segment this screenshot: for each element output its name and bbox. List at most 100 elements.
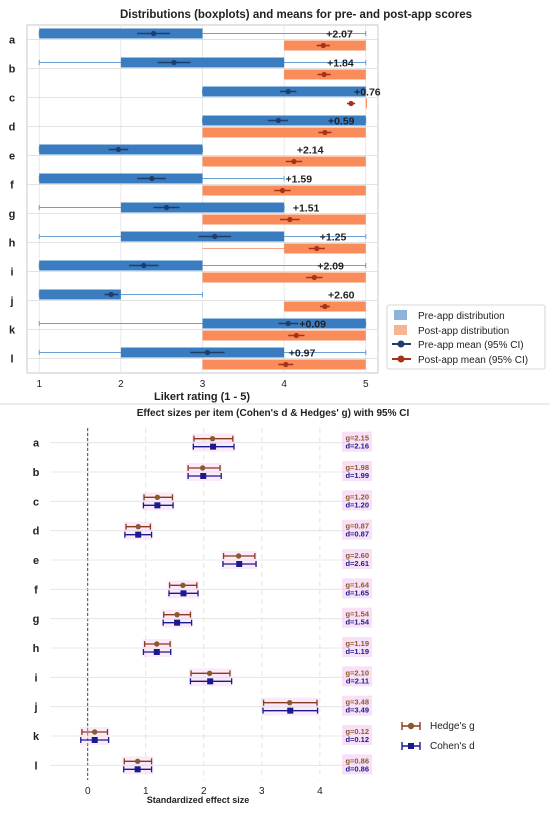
hedges-value-label: g=2.10 <box>345 668 369 677</box>
top-item-label: a <box>9 35 16 47</box>
cohens-value-label: d=2.11 <box>346 676 369 685</box>
pre-box <box>39 173 203 184</box>
value-label-halo <box>342 461 372 481</box>
top-x-axis-label: Likert rating (1 - 5) <box>154 391 250 403</box>
value-label-halo <box>342 519 372 540</box>
pre-mean-point <box>115 146 122 153</box>
value-label-halo <box>342 490 372 511</box>
post-mean-point <box>311 274 317 281</box>
hedges-value-label: g=0.12 <box>345 727 369 736</box>
pre-mean-point <box>285 320 291 327</box>
cohens-point <box>135 531 142 538</box>
top-item-label: e <box>9 151 15 163</box>
bottom-marks: g=2.15d=2.16 g=1.98d=1.99 g=1.20d=1.20 g=0.… <box>79 431 372 775</box>
mean-diff-label: +2.09 <box>317 261 344 273</box>
bottom-item-label: c <box>33 496 39 508</box>
hedges-point <box>134 758 141 765</box>
legend-pre-mean-label: Pre-app mean (95% CI) <box>418 340 524 351</box>
value-label-halo <box>342 431 372 452</box>
mean-diff-label: +1.84 <box>327 58 354 70</box>
post-mean-point <box>287 216 293 223</box>
top-item-label: h <box>9 238 16 250</box>
pre-mean-point <box>108 291 114 298</box>
hedges-point <box>199 465 206 471</box>
hedges-point <box>180 582 186 589</box>
legend-hedges-label: Hedge's g <box>430 721 475 732</box>
cohens-value-label: d=2.61 <box>345 559 369 568</box>
mean-diff-label: +1.25 <box>320 232 347 244</box>
legend-post-distribution-label: Post-app distribution <box>418 326 509 337</box>
legend-post-mean-label: Post-app mean (95% CI) <box>418 355 528 366</box>
mean-diff-label: +2.14 <box>297 145 324 157</box>
value-label-halo <box>342 637 372 657</box>
hedges-point <box>209 435 216 442</box>
post-box <box>202 127 366 138</box>
hedges-point <box>91 729 98 735</box>
post-mean-point <box>283 361 289 368</box>
top-item-label: f <box>10 180 14 192</box>
hedges-point <box>174 611 180 618</box>
top-legend: Pre-app distribution Post-app distributi… <box>386 304 546 370</box>
pre-mean-point <box>285 88 291 95</box>
bottom-item-label: i <box>34 672 37 684</box>
post-mean-point <box>291 158 297 165</box>
pre-box <box>39 28 203 39</box>
value-label-halo <box>342 695 372 716</box>
pre-mean-point <box>212 233 218 240</box>
post-box <box>202 156 366 167</box>
top-marks: +2.07 +1.84 +0.76 +0.59 +2.14 +1.59 +1.51 +1.25… <box>38 28 381 370</box>
hedges-value-label: g=0.86 <box>345 756 369 765</box>
cohens-point <box>210 443 217 450</box>
cohens-value-label: d=3.49 <box>345 706 369 715</box>
top-item-label: c <box>9 93 15 105</box>
post-mean-point <box>320 42 326 49</box>
top-item-label: l <box>10 354 13 366</box>
post-mean-point <box>279 187 286 194</box>
cohens-point <box>153 649 160 655</box>
hedges-value-label: g=1.64 <box>345 580 369 589</box>
top-legend-box <box>386 304 546 370</box>
cohens-value-label: d=1.20 <box>345 500 369 509</box>
cohens-point <box>154 502 161 509</box>
pre-mean-point <box>275 117 282 124</box>
bottom-x-tick-label: 2 <box>201 786 207 797</box>
bottom-item-label: l <box>34 760 37 772</box>
top-item-label: g <box>9 209 16 221</box>
pre-mean-point <box>150 30 157 37</box>
mean-diff-label: +0.76 <box>354 87 381 99</box>
bottom-x-axis-label: Standardized effect size <box>147 795 250 805</box>
top-x-tick-label: 2 <box>118 379 124 390</box>
mean-diff-label: +2.60 <box>328 290 355 302</box>
cohens-value-label: d=1.99 <box>345 471 369 480</box>
effect-size-chart: Effect sizes per item (Cohen's d & Hedge… <box>33 408 475 805</box>
top-item-label: d <box>9 122 16 134</box>
cohens-value-label: d=1.54 <box>345 618 369 627</box>
boxplot-chart: Distributions (boxplots) and means for p… <box>9 9 546 403</box>
hedges-point <box>154 641 160 647</box>
post-mean-point <box>348 100 354 107</box>
pre-box <box>120 57 285 68</box>
post-box <box>202 330 366 341</box>
legend-pre-distribution-label: Pre-app distribution <box>418 311 505 322</box>
pre-mean-point <box>149 175 155 182</box>
bottom-grid <box>50 428 346 780</box>
legend-pre-distribution-swatch <box>394 310 407 320</box>
hedges-value-label: g=2.60 <box>345 551 369 560</box>
post-box <box>202 272 366 283</box>
pre-box <box>39 260 203 271</box>
cohens-point <box>236 561 243 567</box>
pre-mean-point <box>163 204 170 211</box>
post-mean-point <box>314 245 320 252</box>
hedges-point <box>206 670 213 677</box>
cohens-point <box>200 473 207 479</box>
post-mean-point <box>321 71 327 78</box>
value-label-halo <box>342 666 372 687</box>
cohens-value-label: d=0.86 <box>345 764 369 773</box>
bottom-item-label: d <box>33 526 40 538</box>
legend-cohens-label: Cohen's d <box>430 741 475 752</box>
bottom-legend: Hedge's g Cohen's d <box>401 721 475 752</box>
hedges-point <box>135 523 141 530</box>
mean-diff-label: +1.51 <box>293 203 320 215</box>
legend-pre-mean-marker <box>397 340 405 348</box>
